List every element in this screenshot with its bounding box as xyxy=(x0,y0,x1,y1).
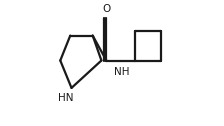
Text: HN: HN xyxy=(58,93,74,103)
Text: NH: NH xyxy=(114,67,130,77)
Text: O: O xyxy=(102,4,110,14)
